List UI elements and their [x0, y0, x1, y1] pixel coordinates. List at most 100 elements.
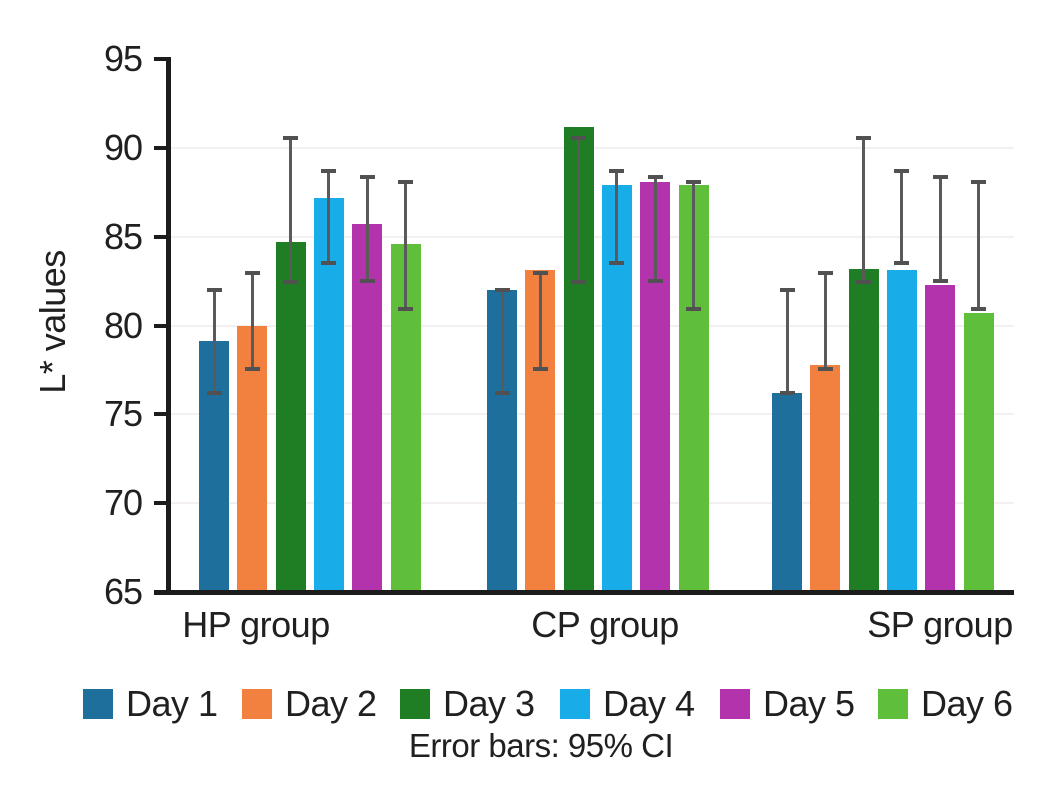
- bar-hp-group-day-5: [352, 224, 383, 590]
- y-tick-label-80: 80: [103, 304, 143, 346]
- error-bar-cap-bottom-sp-group-day-5: [932, 278, 948, 283]
- error-bar-cap-top-sp-group-day-3: [856, 135, 872, 140]
- error-bar-hp-group-day-2: [250, 272, 254, 370]
- error-bar-cap-bottom-hp-group-day-4: [321, 260, 337, 265]
- error-bar-sp-group-day-6: [977, 181, 980, 310]
- error-bar-cap-bottom-cp-group-day-5: [647, 278, 663, 283]
- error-bar-cp-group-day-5: [653, 176, 657, 282]
- error-bar-cap-top-sp-group-day-1: [779, 288, 795, 293]
- error-bars-note: Error bars: 95% CI: [408, 727, 674, 764]
- y-tick-label-95: 95: [103, 38, 143, 79]
- error-bar-hp-group-day-1: [212, 289, 216, 393]
- legend-label-day-5: Day 5: [763, 683, 855, 724]
- legend-swatch-day-6: [878, 689, 908, 719]
- error-bar-sp-group-day-4: [900, 170, 904, 264]
- error-bar-cap-bottom-cp-group-day-2: [532, 367, 548, 372]
- error-bar-cap-bottom-cp-group-day-1: [494, 390, 510, 395]
- error-bar-cap-top-sp-group-day-2: [817, 270, 833, 275]
- bar-sp-group-day-2: [810, 364, 841, 590]
- legend-item-day-2: Day 2: [242, 683, 377, 725]
- y-tick-90: [154, 145, 170, 150]
- error-bar-cap-top-cp-group-day-2: [532, 270, 548, 275]
- legend-item-day-1: Day 1: [83, 683, 218, 725]
- legend-swatch-day-1: [83, 689, 113, 719]
- error-bar-cap-bottom-hp-group-day-6: [398, 307, 413, 311]
- y-tick-label-70: 70: [103, 482, 143, 524]
- bar-sp-group-day-3: [848, 268, 879, 590]
- y-tick-label-90: 90: [103, 126, 143, 168]
- error-bar-cp-group-day-3: [577, 137, 581, 283]
- error-bar-hp-group-day-3: [289, 137, 293, 283]
- legend-item-day-5: Day 5: [720, 683, 855, 725]
- error-bar-cap-bottom-sp-group-day-4: [894, 260, 910, 265]
- error-bar-cap-bottom-hp-group-day-5: [359, 278, 375, 283]
- legend-item-day-6: Day 6: [878, 683, 1013, 725]
- error-bar-sp-group-day-2: [823, 272, 827, 370]
- error-bar-cp-group-day-1: [500, 289, 504, 393]
- error-bar-cap-top-cp-group-day-4: [609, 169, 625, 174]
- error-bar-cap-top-hp-group-day-1: [206, 288, 222, 293]
- y-tick-label-85: 85: [103, 215, 143, 257]
- error-bar-cap-top-sp-group-day-5: [932, 174, 948, 179]
- error-bar-cap-top-hp-group-day-4: [321, 169, 337, 174]
- error-bar-sp-group-day-3: [862, 137, 866, 283]
- y-tick-70: [154, 501, 170, 506]
- error-bar-cap-top-hp-group-day-6: [398, 180, 413, 185]
- error-bar-cap-top-cp-group-day-3: [571, 135, 587, 140]
- y-tick-label-75: 75: [103, 393, 143, 435]
- group-label-cp-group: CP group: [531, 604, 679, 645]
- error-bar-cp-group-day-2: [538, 272, 542, 370]
- error-bar-cap-bottom-sp-group-day-1: [779, 390, 795, 395]
- bar-sp-group-day-5: [925, 284, 956, 590]
- legend-label-day-4: Day 4: [603, 683, 695, 724]
- error-bar-hp-group-day-5: [365, 176, 369, 282]
- error-bar-cap-bottom-hp-group-day-2: [244, 367, 260, 372]
- legend-label-day-1: Day 1: [126, 683, 218, 724]
- error-bar-sp-group-day-1: [785, 289, 789, 393]
- error-bar-cap-top-cp-group-day-1: [494, 288, 510, 293]
- error-bar-cap-bottom-cp-group-day-3: [571, 280, 587, 285]
- error-bar-cap-top-hp-group-day-2: [244, 270, 260, 275]
- error-bar-cp-group-day-6: [692, 181, 695, 310]
- x-axis-line: [154, 590, 1014, 595]
- y-tick-85: [154, 234, 170, 239]
- error-bar-hp-group-day-6: [404, 181, 407, 310]
- legend-item-day-3: Day 3: [400, 683, 535, 725]
- error-bar-cap-top-cp-group-day-6: [686, 180, 701, 185]
- error-bar-sp-group-day-5: [938, 176, 942, 282]
- legend-label-day-6: Day 6: [921, 683, 1013, 724]
- y-tick-75: [154, 412, 170, 417]
- group-label-sp-group: SP group: [867, 604, 1013, 645]
- error-bar-cap-top-cp-group-day-5: [647, 174, 663, 179]
- y-tick-95: [154, 57, 170, 61]
- error-bar-cap-bottom-sp-group-day-6: [971, 307, 986, 311]
- legend-label-day-3: Day 3: [443, 683, 535, 724]
- error-bar-cap-bottom-hp-group-day-1: [206, 390, 222, 395]
- y-tick-80: [154, 323, 170, 328]
- error-bar-cap-top-hp-group-day-5: [359, 174, 375, 179]
- legend-swatch-day-3: [400, 689, 430, 719]
- legend-label-day-2: Day 2: [285, 683, 377, 724]
- legend-swatch-day-2: [242, 689, 272, 719]
- bar-sp-group-day-6: [963, 313, 994, 590]
- error-bar-cap-top-sp-group-day-4: [894, 169, 910, 174]
- error-bar-cap-bottom-sp-group-day-3: [856, 280, 872, 285]
- error-bar-cp-group-day-4: [615, 170, 619, 264]
- legend-item-day-4: Day 4: [560, 683, 695, 725]
- bar-sp-group-day-1: [772, 393, 802, 590]
- legend-swatch-day-4: [560, 689, 590, 719]
- bar-hp-group-day-3: [275, 241, 306, 590]
- error-bar-cap-bottom-sp-group-day-2: [817, 367, 833, 372]
- error-bar-cap-bottom-cp-group-day-6: [686, 307, 701, 311]
- y-axis-title: L* values: [32, 250, 73, 394]
- error-bar-cap-bottom-hp-group-day-3: [283, 280, 299, 285]
- y-tick-label-65: 65: [103, 571, 143, 612]
- bar-sp-group-day-4: [886, 270, 917, 590]
- y-tick-65: [154, 590, 170, 594]
- error-bar-cap-top-hp-group-day-3: [283, 135, 299, 140]
- error-bar-cap-bottom-cp-group-day-4: [609, 260, 625, 265]
- legend-swatch-day-5: [720, 689, 750, 719]
- error-bar-cap-top-sp-group-day-6: [971, 180, 986, 185]
- error-bar-hp-group-day-4: [327, 170, 331, 264]
